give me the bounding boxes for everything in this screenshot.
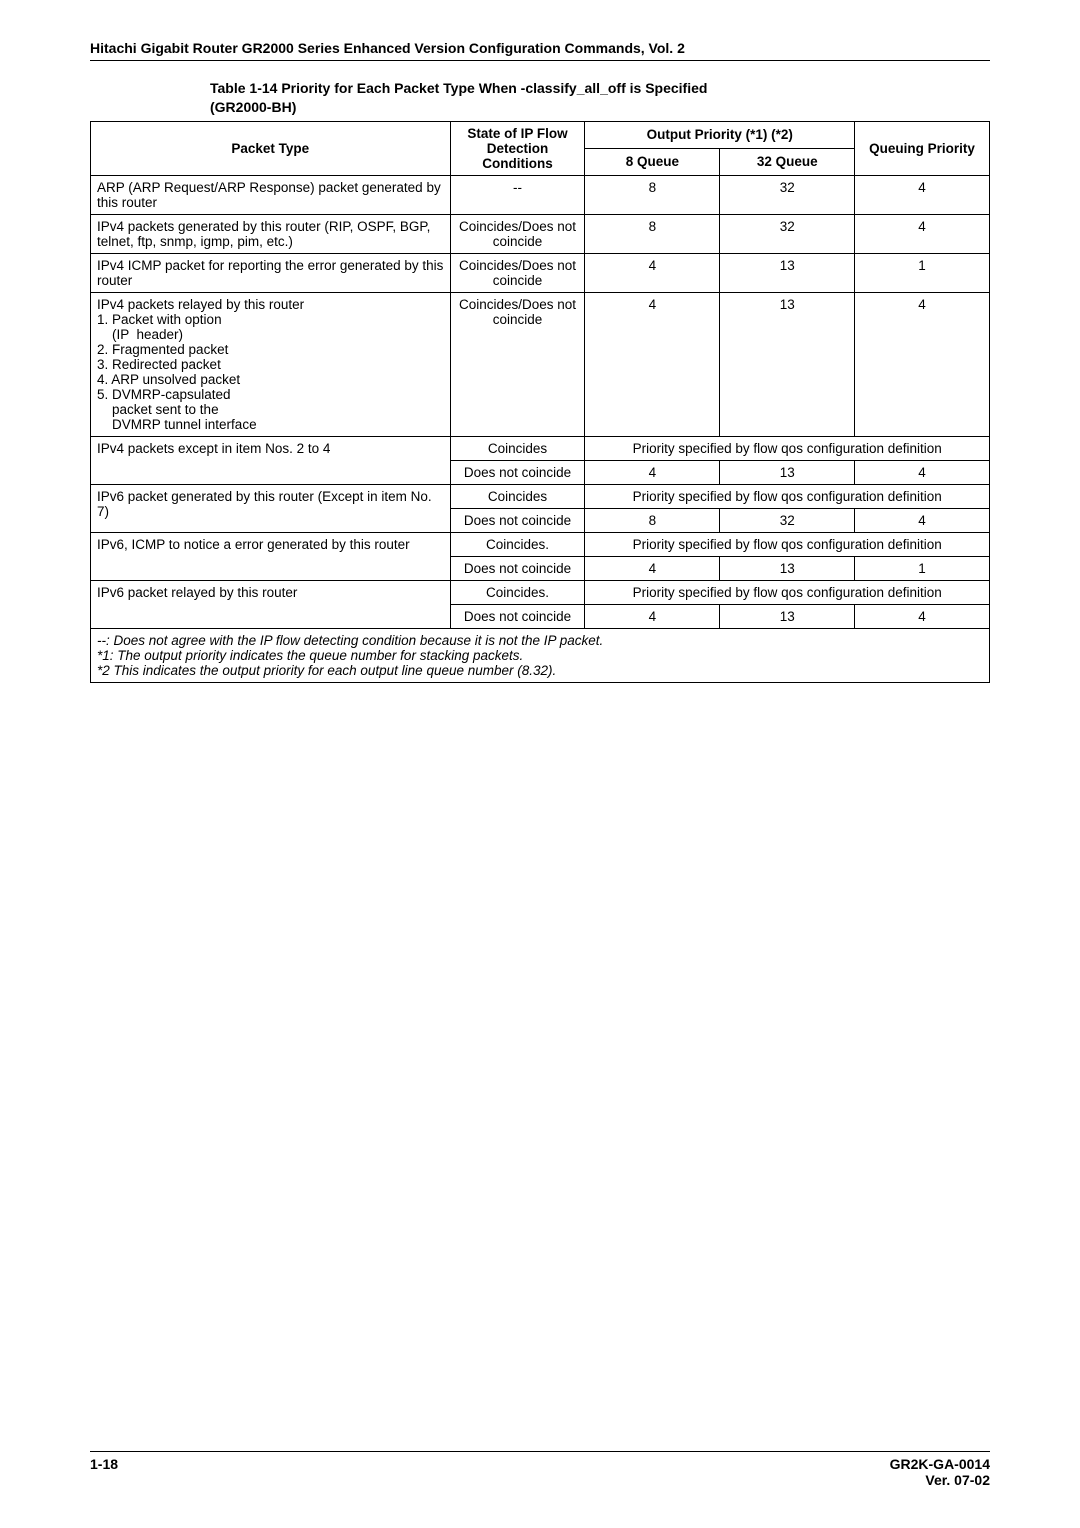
table-row: IPv6, ICMP to notice a error generated b…	[91, 532, 990, 556]
cell-state: Coincides	[450, 484, 585, 508]
th-output-priority: Output Priority (*1) (*2)	[585, 121, 855, 148]
cell-qp: 4	[855, 292, 990, 436]
packet-line: 2. Fragmented packet	[97, 342, 228, 357]
cell-packet: IPv4 packets except in item Nos. 2 to 4	[91, 436, 451, 484]
cell-q8: 4	[585, 604, 720, 628]
cell-q32: 32	[720, 175, 855, 214]
cell-qp: 4	[855, 214, 990, 253]
th-8queue: 8 Queue	[585, 148, 720, 175]
cell-merged: Priority specified by flow qos configura…	[585, 580, 990, 604]
table-header-row: Packet Type State of IP Flow Detection C…	[91, 121, 990, 148]
cell-packet: IPv6 packet generated by this router (Ex…	[91, 484, 451, 532]
cell-state: Coincides	[450, 436, 585, 460]
footer-right-line2: Ver. 07-02	[925, 1472, 990, 1488]
cell-footnotes: --: Does not agree with the IP flow dete…	[91, 628, 990, 682]
caption-line1: Table 1-14 Priority for Each Packet Type…	[210, 80, 707, 96]
footer-right-line1: GR2K-GA-0014	[890, 1456, 990, 1472]
cell-qp: 1	[855, 556, 990, 580]
cell-q8: 4	[585, 556, 720, 580]
cell-qp: 4	[855, 460, 990, 484]
cell-q8: 4	[585, 253, 720, 292]
cell-packet: IPv4 packets relayed by this router 1. P…	[91, 292, 451, 436]
cell-state: Does not coincide	[450, 460, 585, 484]
cell-qp: 4	[855, 604, 990, 628]
footnote-line: --: Does not agree with the IP flow dete…	[97, 633, 603, 648]
cell-q32: 13	[720, 604, 855, 628]
packet-line: packet sent to the	[97, 402, 219, 417]
cell-state: Coincides/Does not coincide	[450, 292, 585, 436]
cell-state: Does not coincide	[450, 556, 585, 580]
packet-line: (IP header)	[97, 327, 183, 342]
cell-q8: 4	[585, 292, 720, 436]
table-row: IPv4 packets generated by this router (R…	[91, 214, 990, 253]
cell-packet: IPv4 ICMP packet for reporting the error…	[91, 253, 451, 292]
packet-line: 3. Redirected packet	[97, 357, 221, 372]
table-row: IPv4 packets relayed by this router 1. P…	[91, 292, 990, 436]
priority-table: Packet Type State of IP Flow Detection C…	[90, 121, 990, 683]
cell-state: Does not coincide	[450, 508, 585, 532]
th-state: State of IP Flow Detection Conditions	[450, 121, 585, 175]
page-footer: 1-18 GR2K-GA-0014 Ver. 07-02	[90, 1451, 990, 1488]
table-row: ARP (ARP Request/ARP Response) packet ge…	[91, 175, 990, 214]
table-row-footnotes: --: Does not agree with the IP flow dete…	[91, 628, 990, 682]
table-row: IPv6 packet relayed by this router Coinc…	[91, 580, 990, 604]
packet-line: 5. DVMRP-capsulated	[97, 387, 231, 402]
cell-packet: IPv6, ICMP to notice a error generated b…	[91, 532, 451, 580]
table-body: ARP (ARP Request/ARP Response) packet ge…	[91, 175, 990, 682]
cell-q32: 13	[720, 460, 855, 484]
th-packet-type: Packet Type	[91, 121, 451, 175]
doc-header: Hitachi Gigabit Router GR2000 Series Enh…	[90, 40, 990, 61]
cell-state: Does not coincide	[450, 604, 585, 628]
cell-state: Coincides.	[450, 580, 585, 604]
footnote-line: *1: The output priority indicates the qu…	[97, 648, 523, 663]
table-row: IPv4 packets except in item Nos. 2 to 4 …	[91, 436, 990, 460]
footer-right: GR2K-GA-0014 Ver. 07-02	[890, 1456, 990, 1488]
cell-qp: 4	[855, 508, 990, 532]
table-caption: Table 1-14 Priority for Each Packet Type…	[210, 79, 990, 117]
th-queuing: Queuing Priority	[855, 121, 990, 175]
cell-state: Coincides/Does not coincide	[450, 214, 585, 253]
cell-q8: 8	[585, 214, 720, 253]
table-row: IPv6 packet generated by this router (Ex…	[91, 484, 990, 508]
cell-qp: 4	[855, 175, 990, 214]
cell-q32: 32	[720, 214, 855, 253]
cell-qp: 1	[855, 253, 990, 292]
cell-merged: Priority specified by flow qos configura…	[585, 484, 990, 508]
table-row: IPv4 ICMP packet for reporting the error…	[91, 253, 990, 292]
cell-state: --	[450, 175, 585, 214]
cell-q32: 13	[720, 253, 855, 292]
cell-q8: 8	[585, 508, 720, 532]
cell-state: Coincides/Does not coincide	[450, 253, 585, 292]
packet-line: 4. ARP unsolved packet	[97, 372, 240, 387]
th-32queue: 32 Queue	[720, 148, 855, 175]
cell-q8: 4	[585, 460, 720, 484]
cell-state: Coincides.	[450, 532, 585, 556]
packet-line: IPv4 packets relayed by this router	[97, 297, 304, 312]
cell-merged: Priority specified by flow qos configura…	[585, 436, 990, 460]
cell-q32: 13	[720, 556, 855, 580]
packet-line: 1. Packet with option	[97, 312, 222, 327]
cell-q8: 8	[585, 175, 720, 214]
cell-packet: ARP (ARP Request/ARP Response) packet ge…	[91, 175, 451, 214]
cell-packet: IPv6 packet relayed by this router	[91, 580, 451, 628]
cell-q32: 32	[720, 508, 855, 532]
cell-merged: Priority specified by flow qos configura…	[585, 532, 990, 556]
footnote-line: *2 This indicates the output priority fo…	[97, 663, 556, 678]
footer-left: 1-18	[90, 1456, 118, 1488]
caption-line2: (GR2000-BH)	[210, 99, 296, 115]
packet-line: DVMRP tunnel interface	[97, 417, 257, 432]
cell-packet: IPv4 packets generated by this router (R…	[91, 214, 451, 253]
cell-q32: 13	[720, 292, 855, 436]
